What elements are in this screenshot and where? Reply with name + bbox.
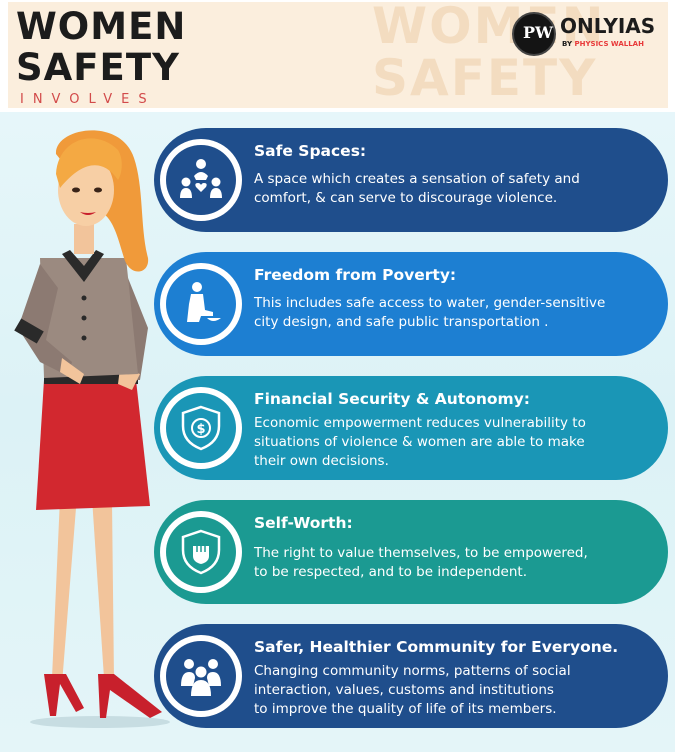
card-title: Safer, Healthier Community for Everyone. xyxy=(254,638,619,656)
card-description: Changing community norms, patterns of so… xyxy=(254,662,652,719)
description-line: interaction, values, customs and institu… xyxy=(254,682,554,698)
community-people-icon xyxy=(166,145,236,215)
person-begging-icon xyxy=(166,269,236,339)
description-line: situations of violence & women are able … xyxy=(254,434,585,450)
group-people-icon xyxy=(166,641,236,711)
description-line: to improve the quality of life of its me… xyxy=(254,701,557,717)
header: WOMEN SAFETY WOMEN SAFETY INVOLVES PW ON… xyxy=(0,0,675,112)
card-description: A space which creates a sensation of saf… xyxy=(254,170,652,208)
title-line-1: WOMEN xyxy=(16,5,187,48)
brand-logo: PW ONLYIAS BY PHYSICS WALLAH xyxy=(512,12,670,58)
card-title: Safe Spaces: xyxy=(254,142,367,160)
card-title: Freedom from Poverty: xyxy=(254,266,457,284)
page-subtitle: INVOLVES xyxy=(20,92,156,107)
description-line: Economic empowerment reduces vulnerabili… xyxy=(254,415,586,431)
card-description: This includes safe access to water, gend… xyxy=(254,294,652,332)
brand-tag-prefix: BY xyxy=(562,40,575,48)
svg-text:$: $ xyxy=(196,422,205,437)
description-line: city design, and safe public transportat… xyxy=(254,314,549,330)
description-line: to be respected, and to be independent. xyxy=(254,564,527,580)
card-safe-spaces: Safe Spaces: A space which creates a sen… xyxy=(154,128,668,232)
card-financial-security: $ Financial Security & Autonomy: Economi… xyxy=(154,376,668,480)
description-line: This includes safe access to water, gend… xyxy=(254,295,606,311)
dollar-shield-icon: $ xyxy=(166,393,236,463)
page-title: WOMEN SAFETY xyxy=(16,6,186,88)
card-safer-community: Safer, Healthier Community for Everyone.… xyxy=(154,624,668,728)
description-line: The right to value themselves, to be emp… xyxy=(254,545,588,561)
watermark-line-1: WOMEN xyxy=(372,0,606,55)
card-title: Self-Worth: xyxy=(254,514,353,532)
card-self-worth: Self-Worth: The right to value themselve… xyxy=(154,500,668,604)
woman-illustration xyxy=(14,130,170,728)
description-line: Changing community norms, patterns of so… xyxy=(254,663,571,679)
description-line: comfort, & can serve to discourage viole… xyxy=(254,190,558,206)
title-line-2: SAFETY xyxy=(16,46,180,89)
icon-ring: $ xyxy=(160,387,242,469)
icon-ring xyxy=(160,263,242,345)
icon-ring xyxy=(160,139,242,221)
description-line: their own decisions. xyxy=(254,453,389,469)
card-freedom-from-poverty: Freedom from Poverty: This includes safe… xyxy=(154,252,668,356)
icon-ring xyxy=(160,635,242,717)
brand-tagline: BY PHYSICS WALLAH xyxy=(562,40,644,48)
card-description: Economic empowerment reduces vulnerabili… xyxy=(254,414,652,471)
card-title: Financial Security & Autonomy: xyxy=(254,390,531,408)
icon-ring xyxy=(160,511,242,593)
watermark-title: WOMEN SAFETY xyxy=(372,0,672,104)
header-band xyxy=(8,2,668,108)
pw-badge-text: PW xyxy=(523,23,553,42)
pw-badge-icon: PW xyxy=(512,12,556,56)
card-description: The right to value themselves, to be emp… xyxy=(254,544,652,582)
brand-name: ONLYIAS xyxy=(560,14,656,38)
watermark-line-2: SAFETY xyxy=(372,49,598,107)
description-line: A space which creates a sensation of saf… xyxy=(254,171,580,187)
fist-shield-icon xyxy=(166,517,236,587)
brand-tag-brand: PHYSICS WALLAH xyxy=(574,40,644,48)
